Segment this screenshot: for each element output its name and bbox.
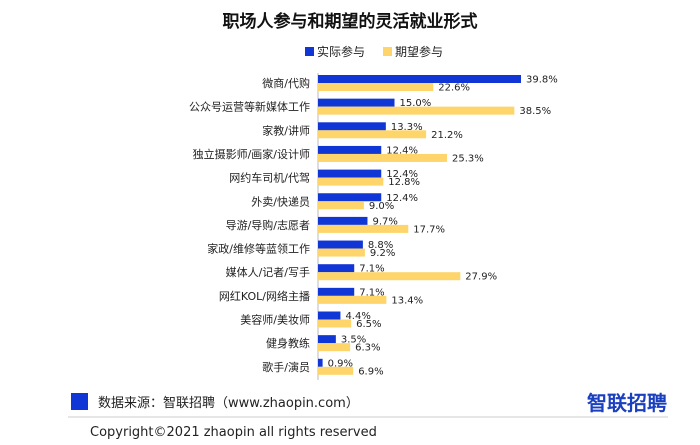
value-label-expected: 9.2%: [370, 248, 395, 259]
value-label-expected: 27.9%: [465, 272, 497, 283]
legend-swatch-actual: [305, 47, 314, 56]
value-label-actual: 12.4%: [386, 169, 418, 180]
legend: 实际参与 期望参与: [305, 44, 443, 59]
value-label-expected: 6.9%: [358, 366, 383, 377]
value-label-actual: 7.1%: [359, 264, 384, 275]
bar-actual: [318, 145, 382, 154]
value-label-expected: 9.0%: [369, 201, 394, 212]
category-label: 健身教练: [266, 336, 310, 350]
bar-expected: [318, 366, 354, 375]
bar-actual: [318, 169, 382, 178]
bar-expected: [318, 177, 384, 186]
value-label-actual: 12.4%: [386, 193, 418, 204]
value-label-actual: 15.0%: [400, 98, 432, 109]
category-label: 网约车司机/代驾: [229, 171, 310, 185]
legend-label-expected: 期望参与: [395, 44, 443, 59]
value-label-actual: 4.4%: [345, 311, 370, 322]
bar-actual: [318, 311, 341, 320]
category-label: 微商/代购: [262, 76, 310, 90]
bar-expected: [318, 83, 434, 91]
category-label: 公众号运营等新媒体工作: [189, 100, 310, 114]
category-label: 媒体人/记者/写手: [226, 265, 310, 279]
bar-actual: [318, 335, 336, 344]
zhaopin-logo: 智联招聘: [587, 391, 667, 415]
bar-actual: [318, 287, 355, 296]
bar-expected: [318, 224, 409, 233]
value-label-expected: 6.5%: [356, 319, 381, 330]
value-label-actual: 9.7%: [372, 216, 397, 227]
value-label-actual: 13.3%: [391, 122, 423, 133]
bar-actual: [318, 358, 323, 367]
bar-expected: [318, 106, 515, 115]
value-label-actual: 7.1%: [359, 287, 384, 298]
legend-swatch-expected: [383, 47, 392, 56]
bar-actual: [318, 193, 382, 202]
bar-expected: [318, 201, 364, 210]
value-label-expected: 12.8%: [388, 177, 420, 188]
category-label: 家教/讲师: [262, 123, 310, 137]
bar-actual: [318, 122, 386, 131]
bar-actual: [318, 240, 363, 249]
category-label: 美容师/美妆师: [240, 313, 310, 327]
source-square: [71, 393, 88, 410]
bar-expected: [318, 295, 387, 304]
category-label: 导游/导购/志愿者: [226, 218, 310, 232]
bar-actual: [318, 75, 521, 83]
value-label-actual: 3.5%: [341, 335, 366, 346]
bar-expected: [318, 319, 352, 328]
value-label-actual: 12.4%: [386, 145, 418, 156]
bar-expected: [318, 153, 448, 162]
value-label-actual: 8.8%: [368, 240, 393, 251]
bar-expected: [318, 272, 461, 281]
value-label-expected: 22.6%: [438, 83, 470, 94]
value-label-actual: 0.9%: [328, 358, 353, 369]
category-label: 外卖/快递员: [251, 194, 310, 208]
value-label-expected: 21.2%: [431, 130, 463, 141]
value-label-expected: 6.3%: [355, 343, 380, 354]
category-label: 家政/维修等蓝领工作: [207, 242, 310, 256]
bar-expected: [318, 130, 427, 139]
source-note: 数据来源：智联招聘（www.zhaopin.com）: [71, 393, 359, 411]
bar-actual: [318, 216, 368, 225]
chart-title: 职场人参与和期望的灵活就业形式: [223, 11, 478, 32]
legend-label-actual: 实际参与: [317, 44, 365, 59]
copyright-text: Copyright©2021 zhaopin all rights reserv…: [90, 425, 377, 440]
bar-actual: [318, 98, 395, 107]
bar-actual: [318, 264, 355, 273]
value-label-expected: 25.3%: [452, 153, 484, 164]
source-text: 数据来源：智联招聘（www.zhaopin.com）: [98, 396, 359, 411]
value-label-expected: 38.5%: [519, 106, 551, 117]
category-label: 网红KOL/网络主播: [219, 289, 310, 303]
category-label: 独立摄影师/画家/设计师: [193, 147, 310, 161]
value-label-expected: 13.4%: [391, 295, 423, 306]
category-label: 歌手/演员: [262, 360, 310, 374]
value-label-expected: 17.7%: [413, 224, 445, 235]
value-label-actual: 39.8%: [526, 75, 558, 86]
bar-expected: [318, 248, 365, 257]
bar-expected: [318, 343, 351, 352]
plot-area: 微商/代购 39.8% 22.6% 公众号运营等新媒体工作 15.0% 38.5% 家教/讲…: [189, 75, 558, 378]
